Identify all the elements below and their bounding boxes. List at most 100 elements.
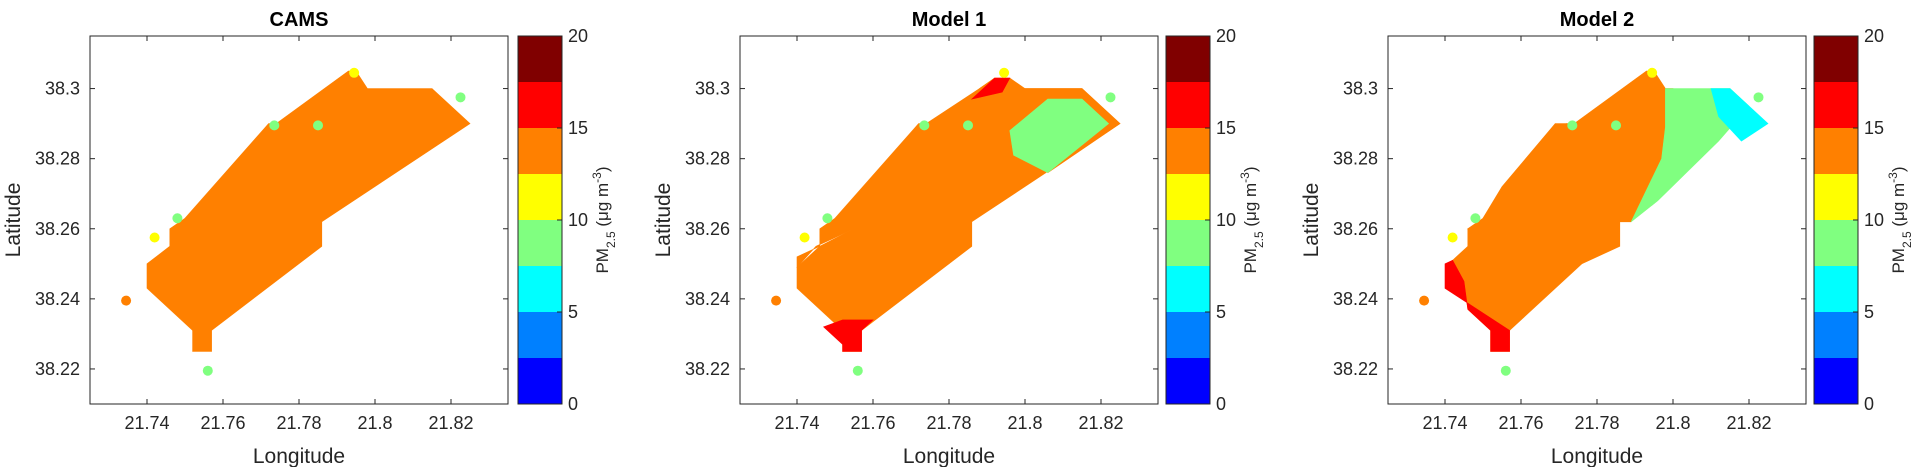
station-marker[interactable] [455, 92, 466, 103]
colorbar-band [1814, 82, 1858, 128]
colorbar-band [1166, 128, 1210, 174]
x-tick-label: 21.8 [1007, 413, 1042, 433]
colorbar-band [518, 266, 562, 312]
x-tick-label: 21.76 [850, 413, 895, 433]
x-tick-label: 21.74 [1422, 413, 1467, 433]
station-marker[interactable] [121, 295, 132, 306]
station-marker[interactable] [349, 67, 360, 78]
colorbar-label-part: 2.5 [1252, 231, 1266, 248]
station-marker[interactable] [1611, 120, 1621, 131]
contour-region [823, 319, 874, 352]
colorbar-label-part: -3 [590, 172, 604, 183]
x-tick-label: 21.76 [200, 413, 245, 433]
colorbar-band [1814, 312, 1858, 358]
station-marker[interactable] [799, 232, 810, 243]
colorbar-tick-label: 0 [1216, 394, 1226, 414]
x-tick-label: 21.82 [1726, 413, 1771, 433]
station-marker[interactable] [1470, 213, 1481, 224]
station-marker[interactable] [963, 120, 973, 131]
colorbar-tick-label: 0 [1864, 394, 1874, 414]
y-tick-label: 38.26 [685, 219, 730, 239]
station-marker[interactable] [771, 295, 782, 306]
chart-title: CAMS [270, 9, 329, 31]
station-marker[interactable] [919, 120, 930, 131]
station-marker[interactable] [1105, 92, 1116, 103]
y-tick-label: 38.3 [695, 79, 730, 99]
station-marker[interactable] [202, 365, 213, 376]
chart-title: Model 1 [912, 9, 986, 31]
station-marker[interactable] [1753, 92, 1764, 103]
station-marker[interactable] [852, 365, 863, 376]
x-tick-label: 21.74 [124, 413, 169, 433]
colorbar-label-part: ) [1241, 166, 1260, 172]
colorbar-label-part: -3 [1886, 172, 1900, 183]
colorbar-band [518, 82, 562, 128]
station-marker[interactable] [313, 120, 323, 131]
colorbar-label-part: ) [593, 166, 612, 172]
colorbar-tick-label: 20 [1864, 26, 1884, 46]
y-tick-label: 38.22 [1333, 359, 1378, 379]
x-tick-label: 21.78 [1574, 413, 1619, 433]
colorbar-tick-label: 15 [1216, 118, 1236, 138]
colorbar-band [1814, 128, 1858, 174]
colorbar-label-part: ) [1889, 166, 1908, 172]
x-tick-label: 21.78 [926, 413, 971, 433]
colorbar-label-part: (μg m [593, 183, 612, 232]
station-marker[interactable] [269, 120, 280, 131]
y-tick-label: 38.24 [685, 289, 730, 309]
y-tick-label: 38.26 [35, 219, 80, 239]
y-axis-label: Latitude [2, 183, 25, 258]
colorbar: 0 5 10 15 20 PM2.5 (μg m-3) [1813, 26, 1913, 414]
contour-region [1444, 259, 1510, 352]
station-marker[interactable] [1567, 120, 1578, 131]
colorbar-band [518, 220, 562, 266]
colorbar-label-part: (μg m [1889, 183, 1908, 232]
contour-region [146, 70, 471, 352]
colorbar: 0 5 10 15 20 PM2.5 (μg m-3) [1165, 26, 1266, 414]
colorbar-label-part: (μg m [1241, 183, 1260, 232]
y-tick-label: 38.28 [35, 149, 80, 169]
y-tick-label: 38.22 [685, 359, 730, 379]
colorbar-tick-label: 20 [1216, 26, 1236, 46]
colorbar-label-part: PM [593, 248, 612, 274]
colorbar-tick-label: 0 [568, 394, 578, 414]
station-marker[interactable] [149, 232, 160, 243]
colorbar-label-part: 2.5 [1900, 231, 1913, 248]
y-axis-label: Latitude [652, 183, 675, 258]
map-panel-3: 21.74 21.76 21.78 21.8 21.82 38.22 38.24 38.26 3… [1300, 9, 1913, 468]
colorbar-label: PM2.5 (μg m-3) [590, 166, 618, 273]
colorbar-label: PM2.5 (μg m-3) [1886, 166, 1913, 273]
station-marker[interactable] [172, 213, 183, 224]
colorbar-band [1166, 36, 1210, 82]
station-marker[interactable] [1500, 365, 1511, 376]
x-tick-label: 21.82 [428, 413, 473, 433]
colorbar-tick-label: 15 [1864, 118, 1884, 138]
colorbar-band [1166, 220, 1210, 266]
y-tick-label: 38.24 [35, 289, 80, 309]
y-tick-label: 38.3 [1343, 79, 1378, 99]
colorbar-tick-label: 20 [568, 26, 588, 46]
y-tick-label: 38.28 [1333, 149, 1378, 169]
y-tick-label: 38.26 [1333, 219, 1378, 239]
colorbar-label-part: PM [1889, 248, 1908, 274]
station-marker[interactable] [1419, 295, 1430, 306]
contour-region [1482, 123, 1568, 219]
contour-region [1009, 98, 1110, 174]
colorbar-label-part: -3 [1238, 172, 1252, 183]
station-marker[interactable] [999, 67, 1010, 78]
x-tick-label: 21.8 [357, 413, 392, 433]
station-marker[interactable] [1647, 67, 1658, 78]
colorbar-band [518, 36, 562, 82]
colorbar-band [518, 128, 562, 174]
station-marker[interactable] [1447, 232, 1458, 243]
x-tick-label: 21.76 [1498, 413, 1543, 433]
colorbar-band [518, 174, 562, 220]
colorbar-band [1166, 266, 1210, 312]
station-marker[interactable] [822, 213, 833, 224]
x-axis-label: Longitude [903, 445, 995, 467]
colorbar-tick-label: 10 [568, 210, 588, 230]
map-panel-1: 21.74 21.76 21.78 21.8 21.82 38.22 38.24 38.26 3… [2, 9, 618, 468]
colorbar-band [1814, 174, 1858, 220]
